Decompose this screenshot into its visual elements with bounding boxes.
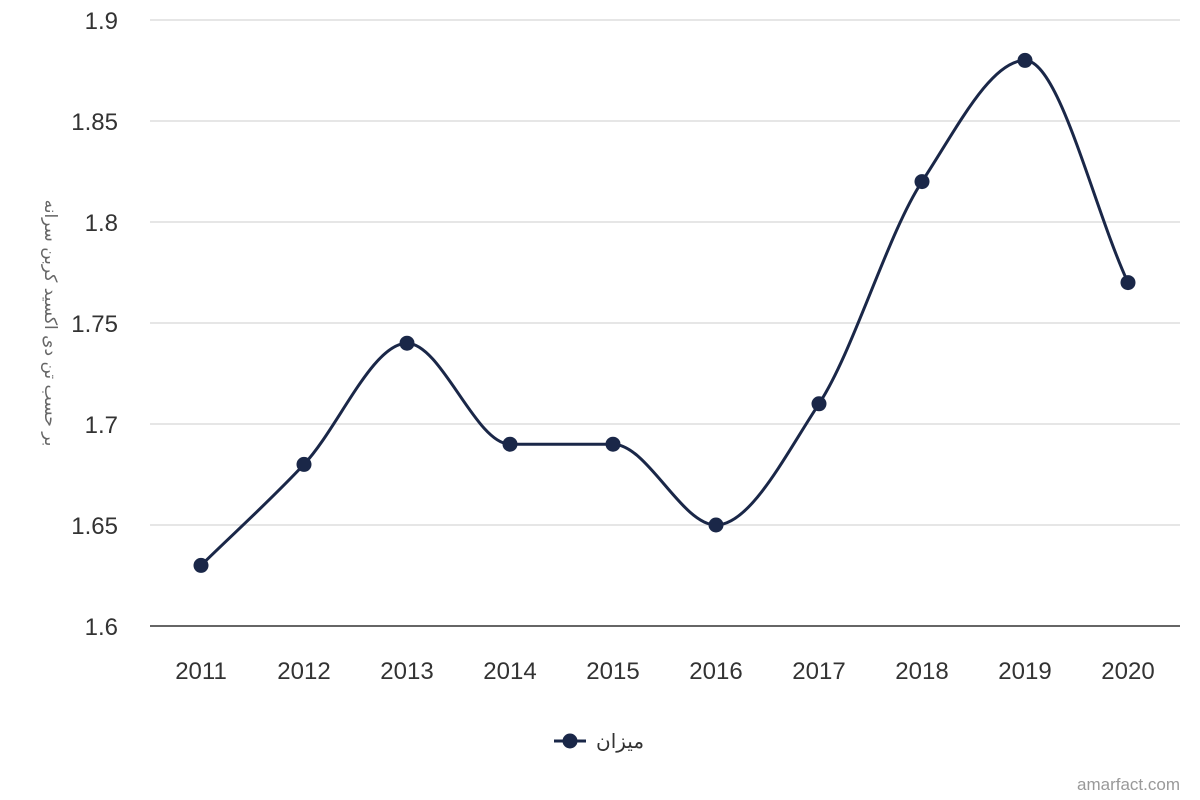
x-tick-label: 2019 bbox=[998, 658, 1051, 685]
y-tick-label: 1.8 bbox=[85, 210, 118, 237]
x-tick-label: 2016 bbox=[689, 658, 742, 685]
data-point-2012[interactable] bbox=[296, 456, 312, 472]
grid-lines bbox=[150, 19, 1180, 526]
x-tick-label: 2018 bbox=[895, 658, 948, 685]
legend-label: میزان bbox=[596, 729, 644, 753]
series-line bbox=[199, 58, 1130, 567]
y-tick-label: 1.75 bbox=[71, 311, 118, 338]
x-tick-label: 2011 bbox=[175, 658, 227, 685]
y-tick-label: 1.9 bbox=[85, 8, 118, 35]
y-axis-ticks: 1.6 1.65 1.7 1.75 1.8 1.85 1.9 bbox=[71, 8, 118, 641]
data-points bbox=[193, 52, 1136, 573]
x-tick-label: 2012 bbox=[277, 658, 330, 685]
data-point-2016[interactable] bbox=[708, 517, 724, 533]
watermark: amarfact.com bbox=[1077, 775, 1180, 794]
x-tick-label: 2014 bbox=[483, 658, 536, 685]
y-axis-title: بر حسب تن دی اکسید کربن سرانه bbox=[40, 200, 60, 447]
x-tick-label: 2015 bbox=[586, 658, 639, 685]
data-point-2017[interactable] bbox=[811, 396, 827, 412]
x-tick-label: 2017 bbox=[792, 658, 845, 685]
x-axis-ticks: 2011 2012 2013 2014 2015 2016 2017 2018 2019 2020 bbox=[175, 658, 1155, 685]
data-point-2015[interactable] bbox=[605, 436, 621, 452]
data-point-2018[interactable] bbox=[914, 174, 930, 190]
data-point-2013[interactable] bbox=[399, 335, 415, 351]
legend[interactable]: میزان bbox=[554, 729, 644, 753]
legend-marker-icon bbox=[562, 733, 578, 749]
y-tick-label: 1.7 bbox=[85, 412, 118, 439]
x-tick-label: 2013 bbox=[380, 658, 433, 685]
data-point-2020[interactable] bbox=[1120, 275, 1136, 291]
data-point-2019[interactable] bbox=[1017, 52, 1033, 68]
x-tick-label: 2020 bbox=[1101, 658, 1154, 685]
y-tick-label: 1.6 bbox=[85, 614, 118, 641]
y-tick-label: 1.65 bbox=[71, 513, 118, 540]
data-point-2014[interactable] bbox=[502, 436, 518, 452]
y-tick-label: 1.85 bbox=[71, 109, 118, 136]
data-point-2011[interactable] bbox=[193, 557, 209, 573]
